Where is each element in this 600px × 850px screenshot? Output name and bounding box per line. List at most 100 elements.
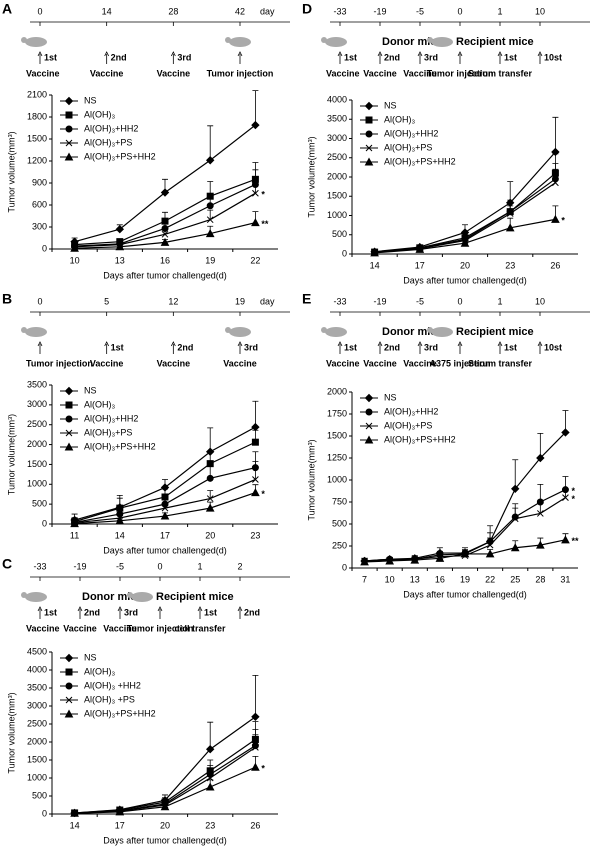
y-tick-label: 300 (32, 221, 47, 231)
error-bar (207, 209, 214, 220)
x-tick-label: 17 (415, 260, 425, 270)
legend-label: Al(OH)₃ +HH2 (84, 680, 141, 690)
legend-label: Al(OH)₃+HH2 (84, 413, 138, 423)
point (365, 422, 373, 430)
event-order: 2nd (384, 52, 400, 62)
point (161, 230, 169, 238)
y-tick-label: 0 (42, 808, 47, 818)
y-tick-label: 750 (332, 496, 347, 506)
timeline-day: -33 (33, 561, 46, 571)
significance-label: ** (261, 219, 269, 229)
point (251, 218, 260, 227)
event-label: Serum transfer (468, 358, 533, 368)
y-tick-label: 2000 (327, 171, 347, 181)
x-tick-label: 20 (160, 820, 170, 830)
x-axis-title: Days after tumor challenged(d) (103, 835, 227, 845)
error-bar (207, 490, 214, 499)
event-label: Tumor injection (207, 68, 274, 78)
point (562, 494, 569, 501)
y-tick-label: 900 (32, 177, 47, 187)
timeline-day: 10 (535, 296, 545, 306)
point (206, 474, 214, 482)
point (385, 556, 395, 565)
event-label: Tumor injection (127, 623, 194, 633)
point (65, 696, 73, 704)
x-tick-label: 17 (160, 530, 170, 540)
point (460, 238, 470, 247)
x-tick-label: 14 (370, 260, 380, 270)
legend-label: NS (384, 392, 397, 402)
mouse-icon (131, 592, 153, 602)
point (161, 504, 169, 512)
timeline-day: 19 (235, 296, 245, 306)
y-tick-label: 250 (332, 540, 347, 550)
y-tick-label: 4000 (27, 664, 47, 674)
panel-label: B (2, 291, 12, 307)
error-bar (552, 116, 559, 152)
point (252, 476, 259, 483)
mouse-head (225, 37, 231, 43)
point (364, 393, 374, 403)
y-tick-label: 1800 (27, 111, 47, 121)
y-axis-title: Tumor volume(mm³) (306, 136, 316, 217)
point (536, 453, 545, 463)
recipient-label: Recipient mice (456, 36, 534, 48)
point (251, 712, 260, 722)
legend-label: Al(OH)₃+HH2 (384, 128, 438, 138)
event-order: 1st (204, 607, 217, 617)
event-label: Vaccine (403, 358, 437, 368)
point (65, 111, 73, 119)
point (115, 807, 125, 816)
point (65, 429, 73, 437)
mouse-icon (325, 37, 347, 47)
point (64, 96, 74, 106)
legend-label: Al(OH)₃+HH2 (384, 406, 438, 416)
point (251, 438, 259, 446)
mouse-head (127, 592, 133, 598)
point (65, 401, 73, 409)
mouse-icon (25, 592, 47, 602)
error-bar (252, 181, 259, 194)
legend-label: Al(OH)₃ (84, 399, 115, 409)
error-bar (512, 507, 519, 519)
error-bar (252, 734, 259, 748)
timeline-day: 12 (168, 296, 178, 306)
point (252, 744, 259, 751)
point (365, 144, 373, 152)
event-arrowhead (237, 51, 243, 57)
point (206, 495, 214, 502)
mouse-head (427, 37, 433, 43)
event-arrowhead (37, 341, 43, 347)
point (506, 210, 514, 217)
mouse-head (21, 592, 27, 598)
event-order: 1st (44, 52, 57, 62)
y-tick-label: 1500 (27, 133, 47, 143)
event-arrowhead (117, 606, 123, 612)
event-arrowhead (537, 51, 543, 57)
mouse-icon (25, 327, 47, 337)
legend-label: Al(OH)₃+PS (384, 420, 432, 430)
panel-label: E (302, 291, 311, 307)
y-axis-title: Tumor volume(mm³) (6, 131, 16, 212)
error-bar (487, 537, 494, 546)
event-order: 1st (504, 52, 517, 62)
event-arrowhead (37, 606, 43, 612)
point (365, 408, 373, 416)
point (64, 386, 74, 396)
legend-label: Al(OH)₃+HH2 (84, 123, 138, 133)
error-bar (252, 400, 259, 428)
panel-label: A (2, 1, 12, 17)
timeline-day: -19 (373, 6, 386, 16)
timeline-day: 2 (237, 561, 242, 571)
event-order: 2nd (244, 607, 260, 617)
x-tick-label: 23 (505, 260, 515, 270)
x-tick-label: 10 (70, 255, 80, 265)
event-order: 2nd (384, 342, 400, 352)
event-label: Vaccine (363, 358, 397, 368)
point (115, 224, 125, 234)
point (64, 709, 74, 718)
point (115, 242, 125, 251)
point (160, 511, 170, 520)
panel-label: D (302, 1, 312, 17)
event-arrowhead (37, 51, 43, 57)
